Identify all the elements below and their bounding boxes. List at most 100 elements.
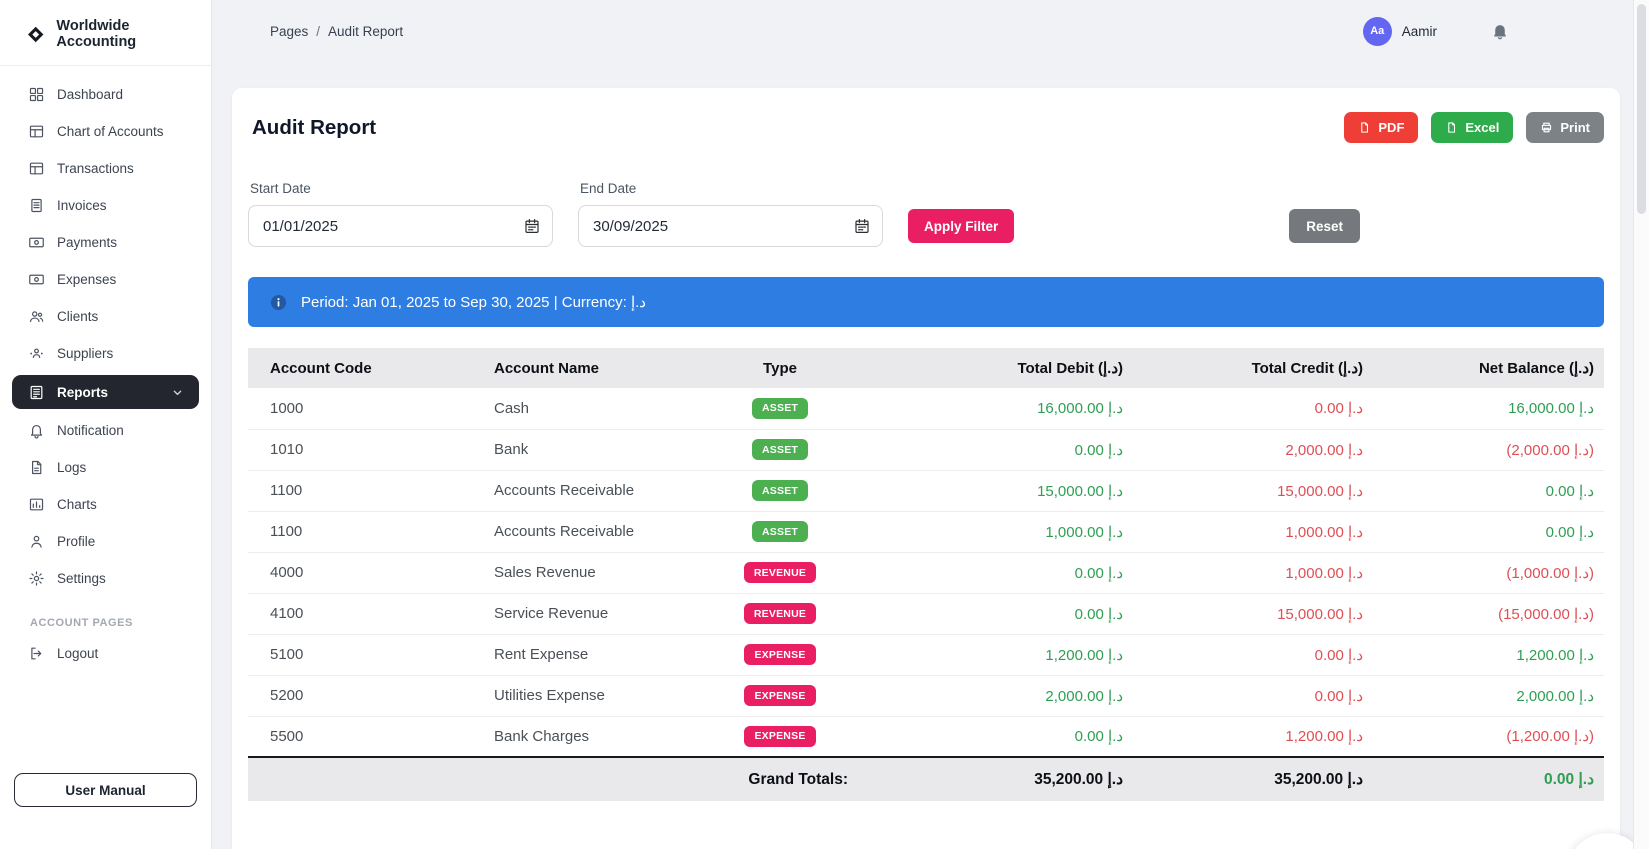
cell-type: REVENUE: [690, 552, 870, 594]
cell-account-name: Accounts Receivable: [470, 470, 690, 512]
cell-total-debit: 0.00 د.إ: [870, 552, 1135, 594]
sidebar-item-reports[interactable]: Reports: [12, 375, 199, 409]
table-row: 1010 Bank ASSET 0.00 د.إ 2,000.00 د.إ (2,000.…: [248, 429, 1604, 471]
cell-net-balance: (1,000.00 د.إ): [1375, 552, 1604, 594]
sidebar-item-notification[interactable]: Notification: [0, 412, 211, 449]
cell-total-debit: 0.00 د.إ: [870, 716, 1135, 758]
cell-type: ASSET: [690, 388, 870, 430]
user-name: Aamir: [1401, 23, 1437, 39]
end-date-input-wrap: [578, 205, 883, 247]
main-area: Pages / Audit Report Aa Aamir Audit Repo…: [212, 0, 1649, 849]
start-date-label: Start Date: [250, 181, 311, 196]
cell-net-balance: 0.00 د.إ: [1375, 470, 1604, 512]
cell-net-balance: 0.00 د.إ: [1375, 511, 1604, 553]
sidebar-item-charts[interactable]: Charts: [0, 486, 211, 523]
sidebar-item-profile[interactable]: Profile: [0, 523, 211, 560]
end-date-input[interactable]: [578, 205, 883, 247]
period-info-banner: Period: Jan 01, 2025 to Sep 30, 2025 | C…: [248, 277, 1604, 327]
sidebar-item-transactions[interactable]: Transactions: [0, 150, 211, 187]
cell-account-name: Cash: [470, 388, 690, 430]
sidebar-item-suppliers[interactable]: Suppliers: [0, 335, 211, 372]
page-scrollbar[interactable]: [1633, 0, 1649, 849]
sidebar-item-dashboard[interactable]: Dashboard: [0, 76, 211, 113]
cell-type: EXPENSE: [690, 634, 870, 676]
cell-total-debit: 1,200.00 د.إ: [870, 634, 1135, 676]
app-logo: Worldwide Accounting: [0, 0, 211, 65]
table-row: 1100 Accounts Receivable ASSET 1,000.00 د.إ…: [248, 511, 1604, 553]
reset-button[interactable]: Reset: [1289, 209, 1360, 243]
col-header-total-debit: Total Debit (د.إ): [870, 348, 1135, 388]
sidebar-item-settings[interactable]: Settings: [0, 560, 211, 597]
breadcrumb-separator: /: [316, 23, 321, 39]
col-header-total-credit: Total Credit (د.إ): [1135, 348, 1375, 388]
cell-total-credit: 1,200.00 د.إ: [1135, 716, 1375, 758]
printer-icon: [1540, 121, 1553, 134]
type-badge: ASSET: [751, 397, 809, 419]
cell-total-debit: 0.00 د.إ: [870, 593, 1135, 635]
cell-total-debit: 16,000.00 د.إ: [870, 388, 1135, 430]
cell-total-credit: 15,000.00 د.إ: [1135, 593, 1375, 635]
cell-account-code: 5100: [248, 634, 470, 676]
cell-total-credit: 0.00 د.إ: [1135, 388, 1375, 430]
cell-total-credit: 15,000.00 د.إ: [1135, 470, 1375, 512]
breadcrumb-root[interactable]: Pages: [270, 23, 309, 39]
sidebar-item-label: Profile: [57, 534, 96, 549]
cell-account-code: 5500: [248, 716, 470, 758]
clients-icon: [28, 308, 45, 325]
sidebar-item-label: Dashboard: [57, 87, 124, 102]
excel-export-button[interactable]: Excel: [1431, 112, 1514, 143]
audit-table: Account Code Account Name Type Total Deb…: [248, 348, 1604, 801]
cell-type: EXPENSE: [690, 675, 870, 717]
audit-table-body: 1000 Cash ASSET 16,000.00 د.إ 0.00 د.إ 16,000…: [248, 388, 1604, 758]
topbar: Pages / Audit Report Aa Aamir: [212, 0, 1649, 62]
bell-icon[interactable]: [1491, 22, 1509, 40]
avatar[interactable]: Aa: [1362, 16, 1392, 46]
cell-account-name: Service Revenue: [470, 593, 690, 635]
settings-icon: [28, 570, 45, 587]
pdf-export-button[interactable]: PDF: [1344, 112, 1419, 143]
expenses-icon: [28, 271, 45, 288]
sidebar-item-logs[interactable]: Logs: [0, 449, 211, 486]
sidebar-item-expenses[interactable]: Expenses: [0, 261, 211, 298]
cell-total-debit: 0.00 د.إ: [870, 429, 1135, 471]
cell-net-balance: (2,000.00 د.إ): [1375, 429, 1604, 471]
invoices-icon: [28, 197, 45, 214]
print-export-button[interactable]: Print: [1526, 112, 1604, 143]
scrollbar-thumb[interactable]: [1637, 4, 1646, 214]
brand-diamond-icon: [26, 24, 45, 45]
cell-total-debit: 2,000.00 د.إ: [870, 675, 1135, 717]
cell-type: ASSET: [690, 511, 870, 553]
type-badge: EXPENSE: [744, 644, 816, 665]
cell-account-name: Accounts Receivable: [470, 511, 690, 553]
cell-account-code: 1100: [248, 470, 470, 512]
audit-table-foot: Grand Totals: 35,200.00 د.إ 35,200.00 د.…: [248, 756, 1604, 801]
cell-account-code: 5200: [248, 675, 470, 717]
user-manual-button[interactable]: User Manual: [14, 773, 197, 807]
sidebar-item-label: Notification: [57, 423, 124, 438]
cell-type: ASSET: [690, 429, 870, 471]
chart-of-accounts-icon: [28, 123, 45, 140]
sidebar-item-label: Logs: [57, 460, 87, 475]
start-date-input[interactable]: [248, 205, 553, 247]
table-row: 1000 Cash ASSET 16,000.00 د.إ 0.00 د.إ 16,000…: [248, 388, 1604, 430]
col-header-net-balance: Net Balance (د.إ): [1375, 348, 1604, 388]
sidebar-item-clients[interactable]: Clients: [0, 298, 211, 335]
apply-filter-button[interactable]: Apply Filter: [908, 209, 1015, 243]
logs-icon: [28, 459, 45, 476]
grand-total-debit: 35,200.00 د.إ: [870, 756, 1135, 801]
sidebar-item-label: Payments: [57, 235, 118, 250]
sidebar-item-chart-of-accounts[interactable]: Chart of Accounts: [0, 113, 211, 150]
cell-net-balance: 2,000.00 د.إ: [1375, 675, 1604, 717]
sidebar-item-invoices[interactable]: Invoices: [0, 187, 211, 224]
sidebar-item-logout[interactable]: Logout: [0, 635, 211, 672]
sidebar-section-label: ACCOUNT PAGES: [30, 617, 133, 629]
sidebar-item-payments[interactable]: Payments: [0, 224, 211, 261]
profile-icon: [28, 533, 45, 550]
card-header: Audit Report PDF Excel Print: [248, 88, 1604, 143]
type-badge: ASSET: [751, 521, 809, 542]
end-date-field: End Date: [578, 181, 883, 247]
charts-icon: [28, 496, 45, 513]
grand-total-net: 0.00 د.إ: [1375, 756, 1604, 801]
type-badge: EXPENSE: [744, 725, 816, 747]
